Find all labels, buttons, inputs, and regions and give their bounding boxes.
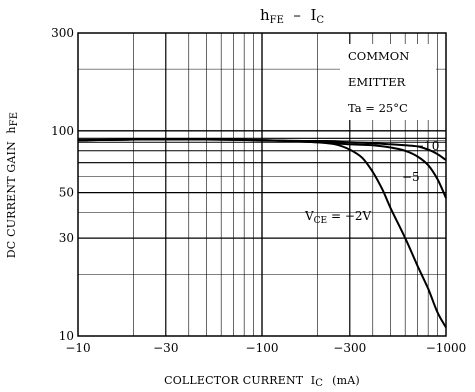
x-tick-label: −300 xyxy=(333,341,366,355)
series-labels: VCE = −2V −5 −10 xyxy=(304,139,439,226)
series-layer xyxy=(77,138,447,328)
x-tick-label: −10 xyxy=(65,341,90,355)
plot-frame xyxy=(77,32,447,337)
x-tick-label: −100 xyxy=(246,341,279,355)
y-tick-labels: 10 30 50 100 300 xyxy=(51,26,74,343)
y-tick-label: 50 xyxy=(59,186,74,200)
annotation-line-1: COMMON xyxy=(348,49,409,63)
annotation-line-3: Ta = 25°C xyxy=(348,101,408,115)
reference-lines xyxy=(78,137,446,164)
y-axis-label: DC CURRENT GAIN hFE xyxy=(5,112,20,259)
x-tick-label: −30 xyxy=(153,341,178,355)
x-axis-label: COLLECTOR CURRENT IC (mA) xyxy=(164,374,360,389)
series-label-vce-10v: −10 xyxy=(414,139,439,153)
y-tick-label: 30 xyxy=(59,231,74,245)
y-tick-label: 100 xyxy=(51,124,74,138)
y-tick-label: 300 xyxy=(51,26,74,40)
x-tick-label: −1000 xyxy=(426,341,467,355)
series-label-vce-5v: −5 xyxy=(402,170,420,184)
y-tick-label: 10 xyxy=(59,329,74,343)
chart-title: hFE – IC xyxy=(260,6,324,26)
annotation-line-2: EMITTER xyxy=(348,75,406,89)
series-label-vce-2v: VCE = −2V xyxy=(304,209,372,226)
annotation-background xyxy=(340,44,436,120)
series-line-2 xyxy=(77,138,447,161)
conditions-annotation: COMMON EMITTER Ta = 25°C xyxy=(340,44,436,120)
x-tick-labels: −10 −30 −100 −300 −1000 xyxy=(65,341,466,355)
